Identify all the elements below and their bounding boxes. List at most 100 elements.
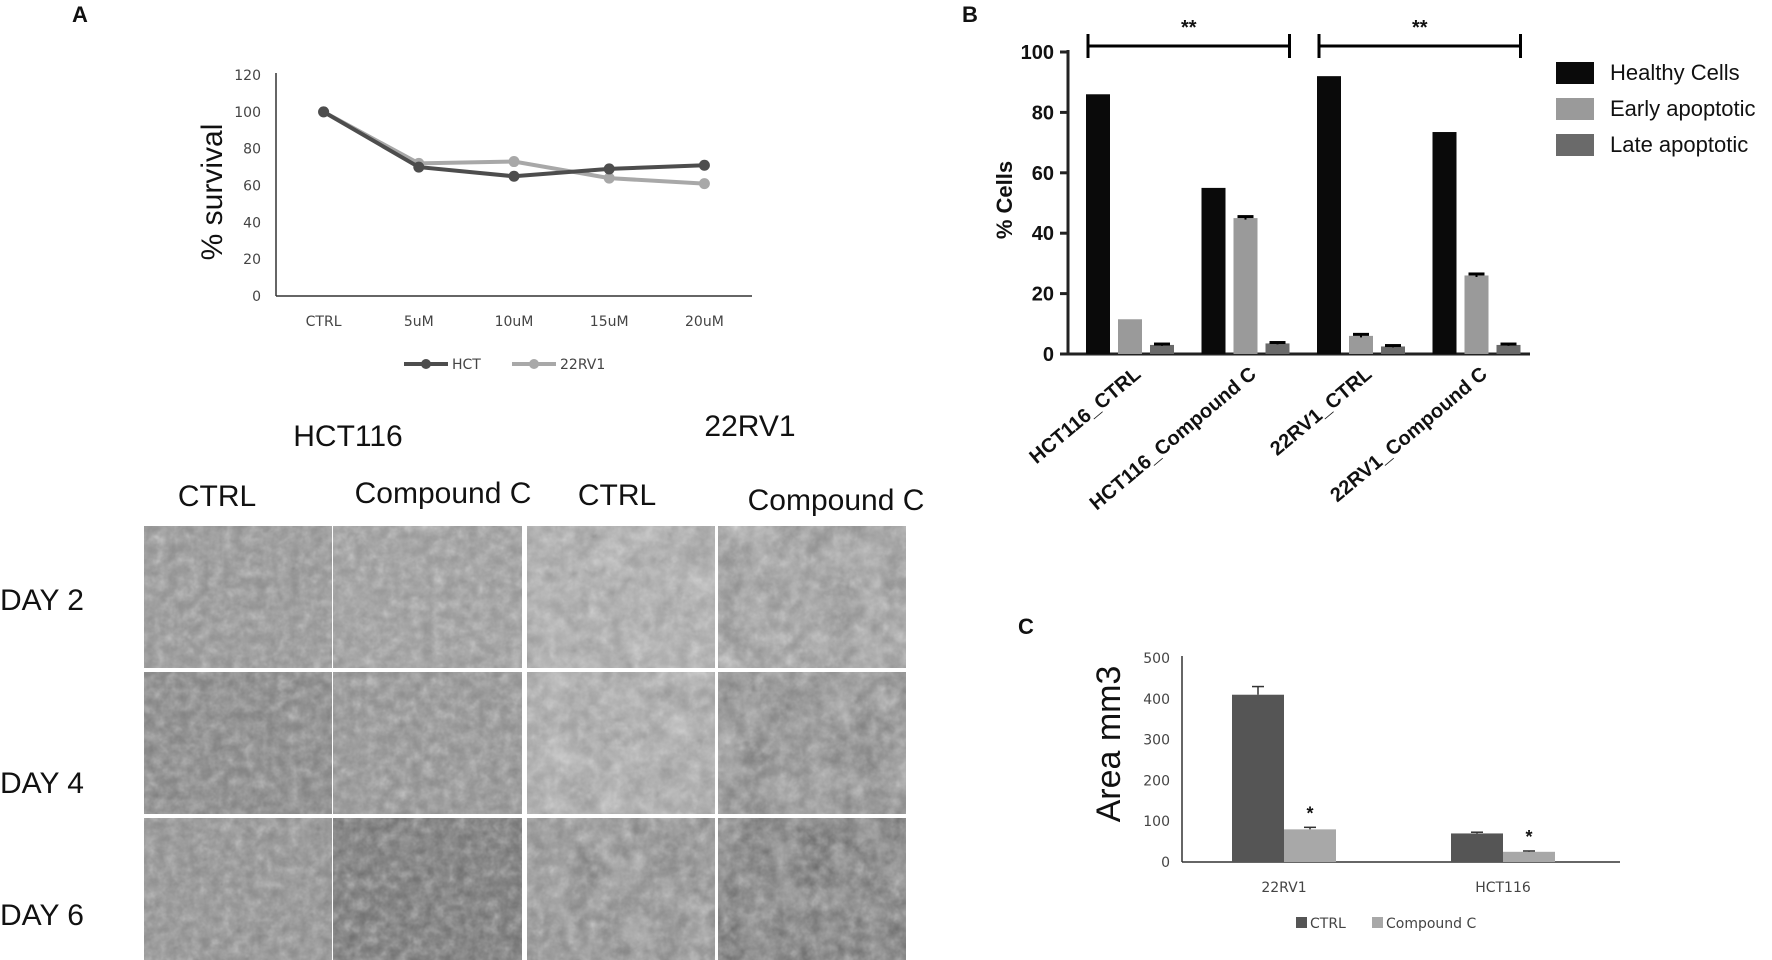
y-tick-label: 40 [1032,223,1054,245]
x-tick-label: 22RV1 [1261,880,1306,896]
x-tick-label: 20uM [685,314,724,330]
x-tick-label: 15uM [590,314,629,330]
x-tick-label: 5uM [404,314,434,330]
group-label-hct116: HCT116 [293,420,402,453]
bar [1496,344,1521,354]
y-tick-label: 60 [1032,163,1054,185]
data-point [508,170,520,182]
micrograph-texture [527,672,715,814]
bar [1232,694,1284,862]
micrograph-texture [527,818,715,960]
bar [1265,343,1290,354]
bar [1381,346,1405,354]
legend-marker [421,359,431,369]
microscopy-grid: HCT116 22RV1 CTRL Compound C CTRL Compou… [0,410,924,960]
panel-label-a: A [72,2,88,27]
y-tick-label: 400 [1143,692,1170,708]
column-label-22rv1-compound-c: Compound C [748,484,925,517]
column-label-hct116-compound-c: Compound C [355,477,532,510]
row-label-day-6: DAY 6 [0,899,84,932]
legend-label: Early apoptotic [1610,96,1756,121]
bar [1464,275,1489,354]
micrograph-texture [333,818,522,960]
row-label-day-2: DAY 2 [0,584,84,617]
y-tick-label: 0 [1161,855,1170,871]
y-tick-label: 0 [252,289,261,305]
micrograph-texture [718,818,906,960]
bar [1503,851,1555,862]
legend-swatch [1296,917,1307,928]
legend-label: Late apoptotic [1610,132,1748,157]
micrograph-texture [144,526,332,668]
column-label-22rv1-ctrl: CTRL [578,479,656,512]
legend-marker [529,359,539,369]
row-label-day-4: DAY 4 [0,767,84,800]
y-tick-label: 60 [243,179,261,195]
bar [1432,132,1457,354]
bar [1317,76,1341,354]
significance-mark: * [1306,803,1313,823]
y-axis-label: % survival [196,124,229,261]
micrograph-texture [144,818,332,960]
significance-label: ** [1412,17,1428,39]
y-tick-label: 120 [234,68,261,84]
data-point [508,156,520,168]
x-tick-label: 22RV1_CTRL [1266,363,1376,460]
data-point [698,178,710,190]
y-axis-label: Area mm3 [1090,666,1128,823]
group-label-22rv1: 22RV1 [704,410,795,443]
data-point [413,161,425,173]
micrograph-texture [333,526,522,668]
column-label-hct116-ctrl: CTRL [178,480,256,513]
y-tick-label: 0 [1043,344,1054,366]
bar-chart-apoptosis: % Cells 020406080100HCT116_CTRLHCT116_Co… [992,17,1756,515]
legend-swatch [1372,917,1383,928]
y-tick-label: 500 [1143,651,1170,667]
y-tick-label: 80 [1032,102,1054,124]
legend-label: Healthy Cells [1610,60,1740,85]
y-tick-label: 100 [234,105,261,121]
x-tick-label: HCT116 [1475,880,1531,896]
y-tick-label: 20 [243,252,261,268]
x-tick-label: HCT116_CTRL [1026,363,1146,468]
panel-label-b: B [962,2,978,27]
data-point [318,106,330,118]
micrograph-texture [333,672,522,814]
bar [1118,319,1142,354]
data-point [603,163,615,175]
bar-chart-area: Area mm3 0 100 200 300 400 500 * 22RV1 * HCT116 CT… [1090,651,1620,932]
legend-label: HCT [452,357,481,373]
legend-swatch [1556,62,1594,84]
panel-label-c: C [1018,614,1034,639]
x-tick-label: CTRL [306,314,342,330]
y-tick-label: 200 [1143,773,1170,789]
bar [1150,344,1174,354]
micrograph-texture [144,672,332,814]
line-chart-survival: % survival 0 20 40 60 80 100 120 CTRL 5uM 10uM 15u… [196,68,752,373]
bar [1284,829,1336,862]
data-point [603,172,615,184]
y-tick-label: 20 [1032,284,1054,306]
bar [1201,187,1226,354]
micrograph-texture [718,672,906,814]
legend-swatch [1556,134,1594,156]
legend-label: CTRL [1310,916,1346,932]
legend-label: 22RV1 [560,357,605,373]
y-tick-label: 100 [1021,42,1054,64]
bar [1451,833,1503,862]
legend-swatch [1556,98,1594,120]
micrograph-texture [718,526,906,668]
y-tick-label: 80 [243,142,261,158]
y-tick-label: 100 [1143,814,1170,830]
y-axis-label: % Cells [992,161,1017,239]
bar [1233,218,1258,354]
significance-mark: * [1525,827,1532,847]
micrograph-texture [527,526,715,668]
bar [1086,94,1110,354]
bar [1349,335,1373,354]
x-tick-label: 10uM [495,314,534,330]
y-tick-label: 40 [243,215,261,231]
legend-label: Compound C [1386,916,1477,932]
significance-label: ** [1181,17,1197,39]
